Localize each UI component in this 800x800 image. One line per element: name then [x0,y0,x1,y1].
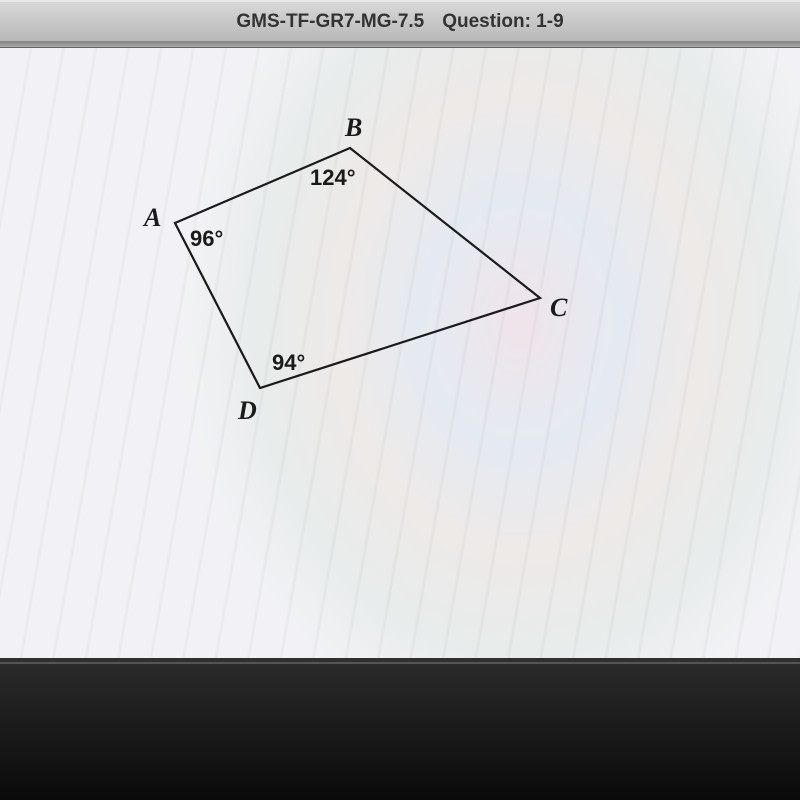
quadrilateral-diagram: A B C D 96° 124° 94° [120,108,600,448]
assessment-code: GMS-TF-GR7-MG-7.5 [236,11,424,33]
angle-label-a: 96° [190,226,223,252]
vertex-label-b: B [345,113,362,143]
vertex-label-c: C [550,293,567,323]
question-number: Question: 1-9 [442,11,563,33]
content-area: A B C D 96° 124° 94° [0,48,800,658]
diagram-svg [120,108,600,448]
vertex-label-a: A [144,203,161,233]
bottom-bar [0,662,800,800]
title-bar: GMS-TF-GR7-MG-7.5 Question: 1-9 [0,0,800,42]
angle-label-d: 94° [272,350,305,376]
angle-label-b: 124° [310,165,356,191]
vertex-label-d: D [238,396,257,426]
